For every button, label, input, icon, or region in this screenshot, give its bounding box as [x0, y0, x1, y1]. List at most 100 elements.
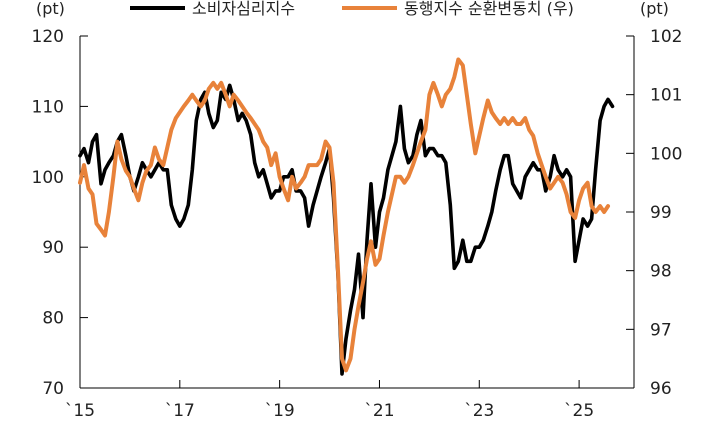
data-point-coincident-index [366, 258, 368, 260]
data-point-consumer-sentiment [204, 91, 206, 94]
data-point-coincident-index [95, 222, 98, 225]
data-point-consumer-sentiment [187, 204, 190, 206]
data-point-coincident-index [519, 123, 522, 125]
data-point-consumer-sentiment [220, 91, 222, 94]
data-point-consumer-sentiment [607, 98, 609, 101]
data-point-coincident-index [120, 158, 123, 160]
right-tick-label: 97 [650, 320, 672, 340]
data-point-coincident-index [320, 158, 322, 160]
data-point-consumer-sentiment [253, 161, 256, 164]
data-point-coincident-index [112, 176, 115, 178]
data-point-consumer-sentiment [295, 190, 297, 192]
data-point-coincident-index [407, 176, 410, 178]
data-point-consumer-sentiment [503, 154, 506, 157]
x-tick-label: `23 [464, 401, 494, 421]
right-tick-label: 96 [650, 379, 672, 399]
data-point-coincident-index [540, 164, 543, 166]
data-point-consumer-sentiment [382, 197, 385, 199]
data-point-coincident-index [399, 176, 402, 178]
data-point-consumer-sentiment [108, 161, 110, 164]
data-point-consumer-sentiment [141, 161, 144, 164]
data-point-coincident-index [574, 217, 576, 219]
data-point-consumer-sentiment [104, 169, 106, 171]
data-point-consumer-sentiment [474, 246, 477, 248]
data-point-consumer-sentiment [278, 190, 281, 192]
left-axis-ticks: 70 80 90 100 110 120 [32, 27, 88, 399]
data-point-coincident-index [549, 187, 551, 190]
left-tick-label: 90 [42, 238, 64, 258]
data-point-consumer-sentiment [125, 154, 127, 157]
data-point-coincident-index [357, 305, 360, 307]
data-point-consumer-sentiment [208, 112, 210, 115]
data-point-coincident-index [349, 357, 352, 360]
data-point-coincident-index [353, 328, 356, 331]
data-point-consumer-sentiment [175, 218, 177, 220]
data-point-coincident-index [145, 170, 148, 172]
data-point-coincident-index [104, 234, 106, 237]
data-point-coincident-index [241, 105, 243, 108]
data-point-coincident-index [324, 140, 327, 143]
data-point-consumer-sentiment [299, 190, 302, 192]
data-point-coincident-index [569, 211, 572, 213]
data-point-consumer-sentiment [462, 239, 464, 241]
data-point-coincident-index [170, 129, 173, 131]
data-point-coincident-index [494, 117, 497, 119]
data-point-consumer-sentiment [95, 133, 98, 136]
data-point-consumer-sentiment [154, 169, 156, 171]
data-point-consumer-sentiment [166, 169, 169, 171]
data-point-coincident-index [482, 117, 485, 119]
data-point-consumer-sentiment [437, 154, 439, 157]
data-point-coincident-index [303, 176, 306, 178]
data-point-coincident-index [312, 164, 314, 166]
data-point-coincident-index [291, 176, 293, 178]
right-tick-label: 101 [650, 86, 682, 106]
data-point-coincident-index [544, 176, 547, 178]
data-point-coincident-index [274, 152, 277, 155]
data-point-coincident-index [382, 234, 385, 237]
x-tick-label: `17 [165, 401, 195, 421]
data-point-consumer-sentiment [599, 119, 601, 122]
data-point-coincident-index [428, 93, 431, 96]
data-point-consumer-sentiment [249, 133, 252, 136]
data-point-coincident-index [412, 164, 414, 166]
data-point-coincident-index [424, 129, 427, 131]
data-point-coincident-index [524, 117, 526, 119]
data-point-consumer-sentiment [366, 239, 368, 241]
data-point-coincident-index [528, 129, 530, 131]
data-point-coincident-index [282, 187, 285, 190]
data-point-consumer-sentiment [491, 211, 493, 213]
data-point-coincident-index [253, 123, 256, 125]
data-point-coincident-index [441, 105, 443, 108]
left-tick-label: 70 [42, 379, 64, 399]
data-point-consumer-sentiment [544, 190, 547, 192]
data-point-coincident-index [341, 357, 343, 360]
data-point-coincident-index [108, 211, 110, 213]
data-point-consumer-sentiment [150, 176, 152, 178]
data-point-consumer-sentiment [312, 204, 314, 206]
data-point-consumer-sentiment [470, 260, 472, 263]
data-point-coincident-index [278, 176, 281, 178]
data-point-coincident-index [416, 152, 418, 155]
data-point-consumer-sentiment [494, 190, 497, 192]
data-point-consumer-sentiment [528, 169, 530, 171]
data-point-consumer-sentiment [266, 183, 269, 185]
data-point-coincident-index [237, 99, 239, 102]
data-point-consumer-sentiment [370, 183, 372, 185]
data-point-consumer-sentiment [320, 176, 322, 178]
data-point-consumer-sentiment [162, 169, 165, 171]
data-point-coincident-index [150, 164, 152, 166]
series-line-coincident-index [78, 57, 610, 373]
data-point-coincident-index [420, 140, 422, 143]
data-point-coincident-index [578, 199, 580, 202]
data-point-coincident-index [224, 93, 227, 96]
data-point-coincident-index [437, 93, 439, 96]
data-point-consumer-sentiment [466, 260, 468, 263]
data-point-coincident-index [607, 205, 609, 207]
data-point-consumer-sentiment [179, 225, 181, 227]
data-point-coincident-index [487, 99, 489, 102]
data-point-consumer-sentiment [611, 105, 614, 108]
data-point-coincident-index [370, 240, 372, 243]
series-layer [78, 57, 615, 376]
data-point-consumer-sentiment [428, 147, 431, 150]
data-point-consumer-sentiment [200, 98, 202, 101]
